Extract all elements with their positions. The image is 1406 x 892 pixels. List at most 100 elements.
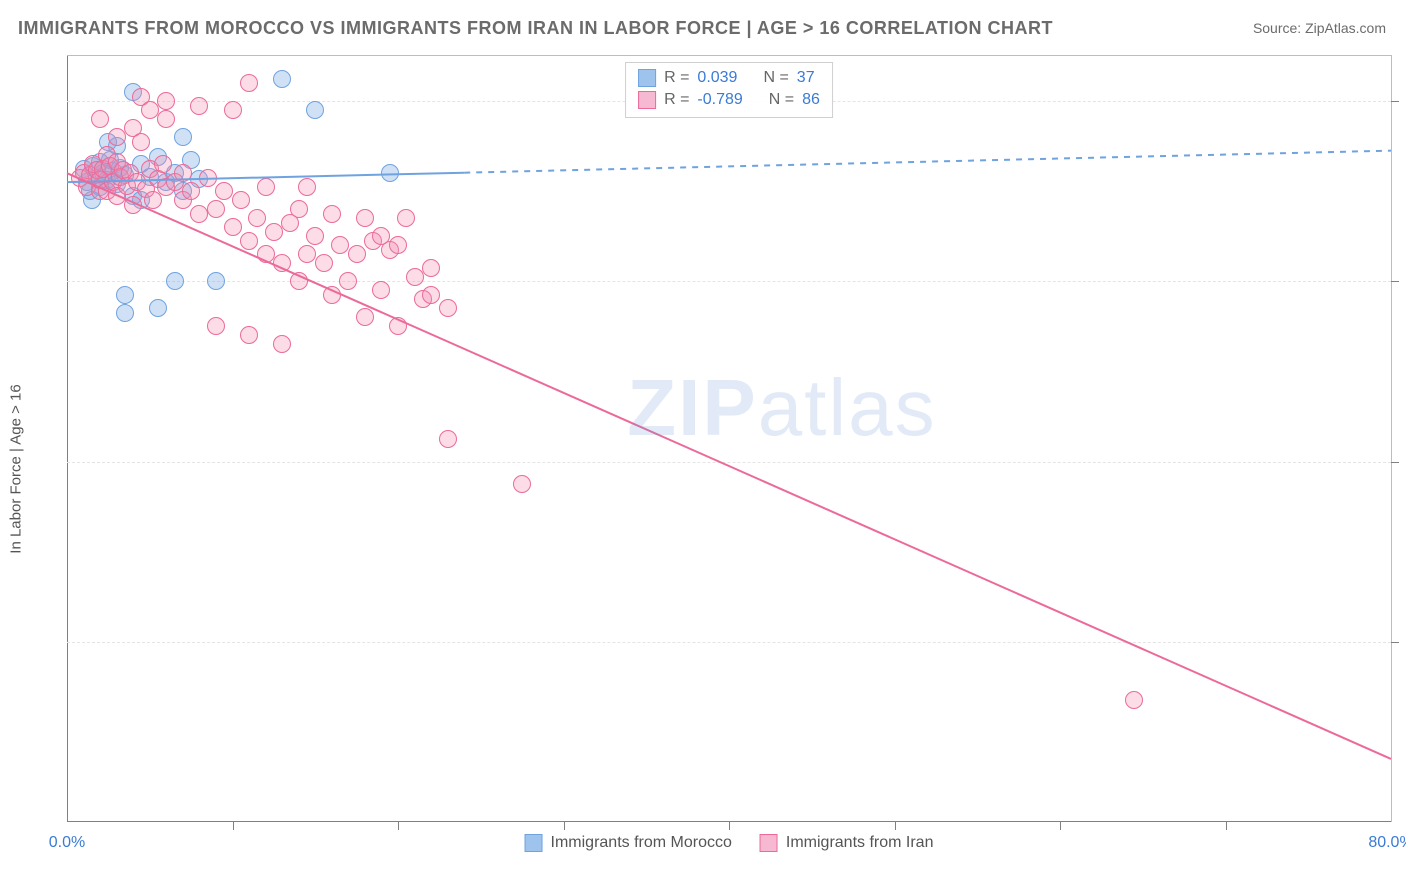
legend-item-morocco: Immigrants from Morocco bbox=[525, 834, 732, 852]
x-tick bbox=[729, 822, 730, 830]
scatter-point-iran bbox=[174, 164, 192, 182]
scatter-point-iran bbox=[91, 110, 109, 128]
legend-label-morocco: Immigrants from Morocco bbox=[551, 834, 732, 852]
chart-title: IMMIGRANTS FROM MOROCCO VS IMMIGRANTS FR… bbox=[18, 18, 1053, 39]
scatter-point-iran bbox=[323, 286, 341, 304]
scatter-point-morocco bbox=[166, 272, 184, 290]
y-tick bbox=[1391, 642, 1399, 643]
scatter-point-iran bbox=[207, 200, 225, 218]
plot-area: ZIPatlas R = 0.039 N = 37 R =-0.789N =86 0.0… bbox=[67, 55, 1392, 822]
scatter-point-iran bbox=[182, 182, 200, 200]
source-attribution: Source: ZipAtlas.com bbox=[1253, 20, 1386, 36]
scatter-point-iran bbox=[224, 218, 242, 236]
x-tick bbox=[398, 822, 399, 830]
legend-swatch-iran bbox=[760, 834, 778, 852]
scatter-point-iran bbox=[265, 223, 283, 241]
source-link[interactable]: ZipAtlas.com bbox=[1305, 20, 1386, 36]
plot-svg bbox=[67, 56, 1391, 822]
plot-wrap: In Labor Force | Age > 16 ZIPatlas R =0.… bbox=[22, 55, 1392, 882]
scatter-point-iran bbox=[257, 245, 275, 263]
scatter-point-iran bbox=[232, 191, 250, 209]
scatter-point-iran bbox=[298, 245, 316, 263]
bottom-legend: Immigrants from Morocco Immigrants from I… bbox=[525, 834, 934, 852]
scatter-point-iran bbox=[190, 205, 208, 223]
scatter-point-morocco bbox=[306, 101, 324, 119]
y-tick bbox=[1391, 101, 1399, 102]
scatter-point-iran bbox=[323, 205, 341, 223]
scatter-point-iran bbox=[331, 236, 349, 254]
scatter-point-iran bbox=[132, 133, 150, 151]
y-tick bbox=[1391, 281, 1399, 282]
scatter-point-iran bbox=[356, 308, 374, 326]
y-axis-label: In Labor Force | Age > 16 bbox=[8, 384, 25, 553]
scatter-point-iran bbox=[306, 227, 324, 245]
scatter-point-iran bbox=[406, 268, 424, 286]
scatter-point-iran bbox=[372, 281, 390, 299]
source-label: Source: bbox=[1253, 20, 1301, 36]
scatter-point-iran bbox=[132, 88, 150, 106]
scatter-point-iran bbox=[348, 245, 366, 263]
scatter-point-iran bbox=[397, 209, 415, 227]
y-axis-line bbox=[67, 56, 68, 822]
scatter-point-iran bbox=[422, 286, 440, 304]
scatter-point-iran bbox=[190, 97, 208, 115]
scatter-point-iran bbox=[439, 430, 457, 448]
scatter-point-iran bbox=[339, 272, 357, 290]
scatter-point-iran bbox=[298, 178, 316, 196]
scatter-point-iran bbox=[290, 272, 308, 290]
scatter-point-iran bbox=[240, 232, 258, 250]
stat-N-value: 37 bbox=[797, 69, 815, 87]
watermark: ZIPatlas bbox=[627, 362, 936, 454]
stat-R-value: -0.789 bbox=[697, 91, 742, 109]
legend-swatch-morocco bbox=[525, 834, 543, 852]
stat-N-label: N = bbox=[763, 69, 788, 87]
legend-label-iran: Immigrants from Iran bbox=[786, 834, 934, 852]
scatter-point-iran bbox=[389, 317, 407, 335]
scatter-point-morocco bbox=[116, 304, 134, 322]
scatter-point-iran bbox=[513, 475, 531, 493]
scatter-point-iran bbox=[290, 200, 308, 218]
scatter-point-morocco bbox=[174, 128, 192, 146]
scatter-point-iran bbox=[1125, 691, 1143, 709]
scatter-point-morocco bbox=[273, 70, 291, 88]
stat-R-value: 0.039 bbox=[697, 69, 737, 87]
scatter-point-iran bbox=[157, 92, 175, 110]
x-tick bbox=[564, 822, 565, 830]
x-tick bbox=[1226, 822, 1227, 830]
x-range-max-label: 80.0% bbox=[1368, 834, 1406, 852]
gridline-h bbox=[67, 281, 1391, 282]
stat-N-value: 86 bbox=[802, 91, 820, 109]
scatter-point-iran bbox=[439, 299, 457, 317]
scatter-point-iran bbox=[240, 326, 258, 344]
y-tick bbox=[1391, 462, 1399, 463]
scatter-point-iran bbox=[124, 196, 142, 214]
scatter-point-iran bbox=[207, 317, 225, 335]
x-tick bbox=[233, 822, 234, 830]
scatter-point-iran bbox=[422, 259, 440, 277]
x-range-min-label: 0.0% bbox=[49, 834, 85, 852]
gridline-h bbox=[67, 642, 1391, 643]
scatter-point-iran bbox=[356, 209, 374, 227]
stat-R-label: R = bbox=[664, 69, 689, 87]
scatter-point-iran bbox=[372, 227, 390, 245]
scatter-point-iran bbox=[215, 182, 233, 200]
stat-row-iran: R =-0.789N =86 bbox=[636, 89, 822, 111]
legend-item-iran: Immigrants from Iran bbox=[760, 834, 934, 852]
x-tick bbox=[895, 822, 896, 830]
watermark-bold: ZIP bbox=[627, 363, 757, 452]
swatch-iran bbox=[638, 91, 656, 109]
stat-legend: R = 0.039 N = 37 R =-0.789N =86 bbox=[625, 62, 833, 118]
scatter-point-iran bbox=[240, 74, 258, 92]
scatter-point-morocco bbox=[116, 286, 134, 304]
scatter-point-iran bbox=[257, 178, 275, 196]
scatter-point-iran bbox=[108, 128, 126, 146]
scatter-point-iran bbox=[224, 101, 242, 119]
watermark-rest: atlas bbox=[758, 363, 937, 452]
scatter-point-morocco bbox=[149, 299, 167, 317]
scatter-point-morocco bbox=[381, 164, 399, 182]
scatter-point-iran bbox=[389, 236, 407, 254]
regression-dashed-morocco bbox=[464, 151, 1391, 173]
stat-row-morocco: R = 0.039 N = 37 bbox=[636, 67, 822, 89]
scatter-point-morocco bbox=[207, 272, 225, 290]
scatter-point-iran bbox=[273, 335, 291, 353]
